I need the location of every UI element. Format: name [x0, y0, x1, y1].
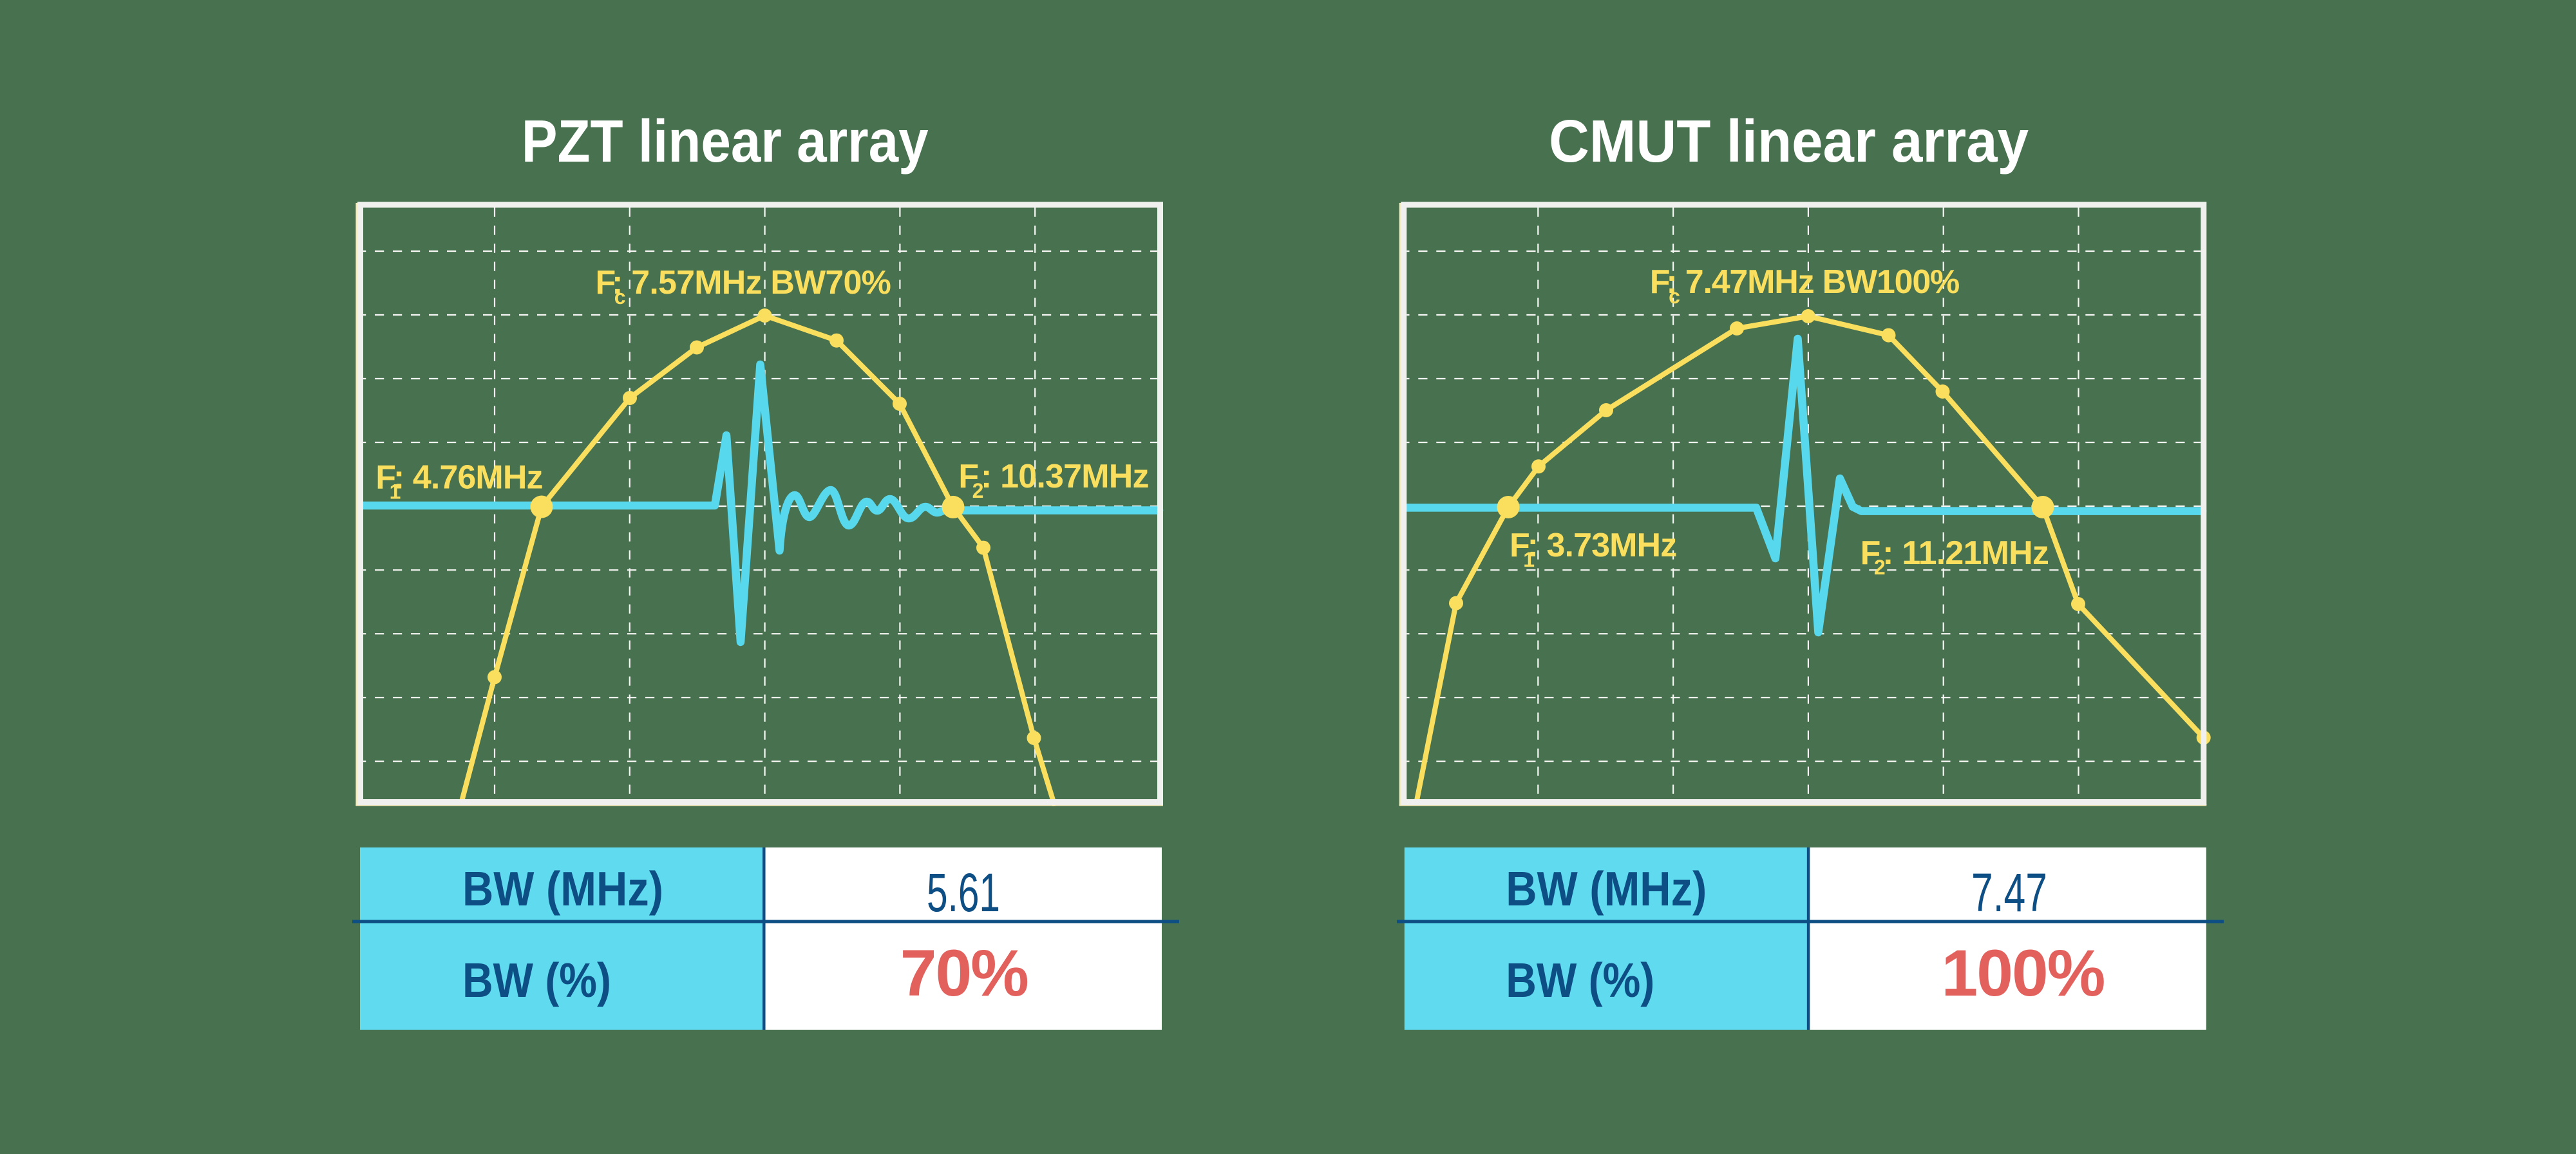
svg-text:5.61: 5.61	[927, 862, 1000, 923]
svg-text:7.47: 7.47	[1971, 862, 2047, 923]
svg-text:Fc: 7.47MHz BW100%: Fc: 7.47MHz BW100%	[1650, 263, 1959, 308]
svg-text:100%: 100%	[1942, 936, 2105, 1010]
svg-text:F1: 4.76MHz: F1: 4.76MHz	[375, 459, 542, 504]
svg-text:BW (MHz): BW (MHz)	[1506, 862, 1707, 916]
svg-text:BW (MHz): BW (MHz)	[462, 862, 663, 916]
svg-text:BW (%): BW (%)	[1506, 953, 1654, 1007]
svg-text:Fc: 7.57MHz BW70%: Fc: 7.57MHz BW70%	[596, 264, 891, 308]
svg-text:PZT linear array: PZT linear array	[522, 108, 929, 175]
svg-text:BW (%): BW (%)	[462, 953, 611, 1007]
svg-text:70%: 70%	[900, 936, 1028, 1010]
svg-text:CMUT linear array: CMUT linear array	[1549, 108, 2029, 175]
svg-text:F2: 10.37MHz: F2: 10.37MHz	[958, 458, 1148, 502]
svg-text:F1: 3.73MHz: F1: 3.73MHz	[1510, 527, 1676, 571]
svg-text:F2: 11.21MHz: F2: 11.21MHz	[1861, 534, 2049, 579]
